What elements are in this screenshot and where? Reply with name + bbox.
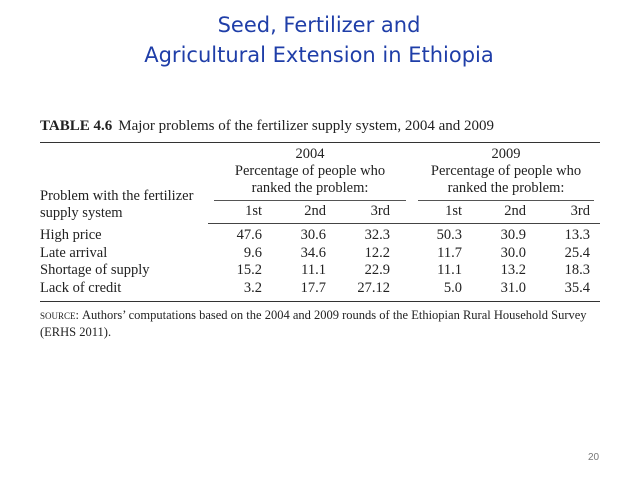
- period-subheader-line-1: Percentage of people who: [430, 163, 582, 179]
- slide-title-line-1: Seed, Fertilizer and: [217, 13, 421, 37]
- period-year-2004: 2004: [295, 146, 325, 162]
- stub-header-line-1: Problem with the fertilizer: [40, 187, 194, 204]
- period-subheader-line-2: ranked the problem:: [251, 180, 369, 196]
- slide-title-line-2: Agricultural Extension in Ethiopia: [144, 43, 494, 67]
- rank-header-2009-3rd: 3rd: [536, 201, 600, 224]
- table-cell: 12.2: [364, 244, 390, 261]
- row-label: High price: [40, 226, 102, 243]
- stub-header: Problem with the fertilizer supply syste…: [40, 143, 208, 224]
- table-cell: 9.6: [243, 244, 262, 261]
- table-row: High price 47.6 30.6 32.3 50.3 30.9 13.3: [40, 224, 600, 245]
- stub-header-line-2: supply system: [40, 204, 123, 221]
- table-cell: 22.9: [364, 262, 390, 278]
- table-cell: 30.0: [500, 244, 526, 261]
- table-cell: 3.2: [243, 279, 262, 296]
- table-cell: 11.7: [437, 244, 462, 261]
- table-cell: 32.3: [364, 227, 390, 243]
- table-cell: 13.3: [564, 227, 590, 243]
- rank-header-2004-1st: 1st: [208, 201, 272, 224]
- table-caption-text: Major problems of the fertilizer supply …: [118, 118, 495, 134]
- period-subheader-2009: Percentage of people who ranked the prob…: [418, 163, 594, 201]
- source-text: Authors’ computations based on the 2004 …: [40, 308, 587, 339]
- table-cell: 18.3: [564, 262, 590, 278]
- period-header-2009: 2009 Percentage of people who ranked the…: [412, 143, 600, 201]
- table-cell: 13.2: [500, 262, 526, 278]
- page-number: 20: [588, 452, 600, 463]
- table-cell: 30.6: [300, 227, 326, 243]
- table-cell: 34.6: [300, 244, 326, 261]
- table-cell: 50.3: [436, 227, 462, 243]
- fertilizer-problems-table: Problem with the fertilizer supply syste…: [40, 142, 600, 302]
- table-cell: 11.1: [301, 262, 326, 278]
- table-caption-tag: TABLE 4.6: [40, 118, 113, 134]
- table-cell: 35.4: [564, 279, 590, 296]
- table-cell: 5.0: [443, 279, 462, 296]
- table-row: Shortage of supply 15.2 11.1 22.9 11.1 1…: [40, 262, 600, 280]
- row-label: Late arrival: [40, 244, 108, 261]
- slide-title: Seed, Fertilizer and Agricultural Extens…: [0, 10, 638, 70]
- table-cell: 31.0: [500, 279, 526, 296]
- period-subheader-2004: Percentage of people who ranked the prob…: [214, 163, 406, 201]
- table-header-row-ranks: 1st 2nd 3rd 1st 2nd 3rd: [40, 201, 600, 224]
- table-cell: 25.4: [564, 244, 590, 261]
- rank-header-2004-3rd: 3rd: [336, 201, 412, 224]
- table-row: Lack of credit 3.2 17.7 27.12 5.0 31.0 3…: [40, 280, 600, 302]
- period-subheader-line-2: ranked the problem:: [447, 180, 565, 196]
- table-cell: 47.6: [236, 227, 262, 243]
- period-header-2004: 2004 Percentage of people who ranked the…: [208, 143, 412, 201]
- rank-header-2009-2nd: 2nd: [472, 201, 536, 224]
- table-cell: 11.1: [437, 262, 462, 278]
- period-subheader-line-1: Percentage of people who: [234, 163, 386, 179]
- table-cell: 27.12: [357, 279, 390, 296]
- table-caption: TABLE 4.6 Major problems of the fertilize…: [40, 118, 600, 135]
- table-cell: 15.2: [236, 262, 262, 278]
- table-cell: 30.9: [500, 227, 526, 243]
- row-label: Lack of credit: [40, 279, 122, 296]
- table-figure: TABLE 4.6 Major problems of the fertilize…: [40, 118, 600, 341]
- table-cell: 17.7: [300, 279, 326, 296]
- table-source-note: source: Authors’ computations based on th…: [40, 307, 600, 341]
- rank-header-2004-2nd: 2nd: [272, 201, 336, 224]
- row-label: Shortage of supply: [40, 262, 150, 278]
- source-label: source:: [40, 308, 79, 322]
- rank-header-2009-1st: 1st: [412, 201, 472, 224]
- table-row: Late arrival 9.6 34.6 12.2 11.7 30.0 25.…: [40, 245, 600, 263]
- table-header-row-periods: Problem with the fertilizer supply syste…: [40, 143, 600, 221]
- period-year-2009: 2009: [491, 146, 521, 162]
